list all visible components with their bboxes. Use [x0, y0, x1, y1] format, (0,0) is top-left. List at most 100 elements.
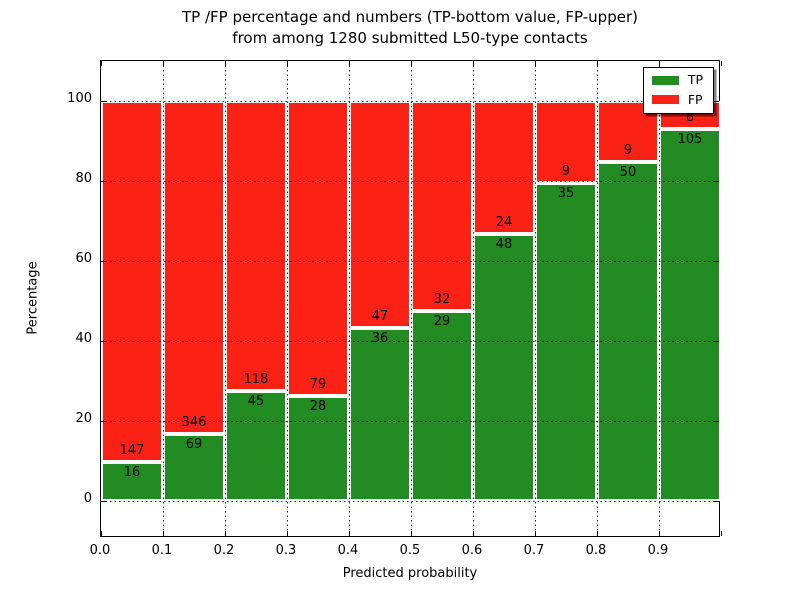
x-tick-mark	[596, 61, 598, 66]
bar-count-label-tp: 48	[495, 237, 513, 253]
x-tick-mark	[534, 61, 536, 66]
bar-count-label-fp: 118	[243, 371, 269, 387]
bar-count-label-fp: 47	[371, 308, 389, 324]
chart-title: TP /FP percentage and numbers (TP-bottom…	[90, 7, 730, 50]
gridline-vertical	[224, 61, 226, 536]
y-tick-mark	[714, 100, 719, 102]
bar-count-label-tp: 16	[123, 464, 141, 480]
bar-count-label-fp: 346	[181, 415, 207, 431]
chart-title-line2: from among 1280 submitted L50-type conta…	[232, 29, 588, 48]
y-tick-mark	[101, 420, 106, 422]
x-tick-label: 0.8	[585, 543, 607, 558]
y-tick-mark	[101, 340, 106, 342]
x-tick-label: 0.4	[337, 543, 359, 558]
x-axis-label: Predicted probability	[342, 566, 478, 581]
bar-count-label-tp: 69	[185, 437, 203, 453]
legend-label-tp: TP	[687, 72, 703, 87]
x-tick-label: 0.6	[461, 543, 483, 558]
x-tick-mark	[162, 61, 164, 66]
x-tick-mark	[348, 61, 350, 66]
chart-title-line1: TP /FP percentage and numbers (TP-bottom…	[182, 8, 638, 26]
bar-count-label-fp: 24	[495, 215, 513, 231]
bar-segment-fp	[473, 101, 535, 235]
bar-count-label-fp: 8	[685, 110, 695, 126]
x-tick-mark	[162, 531, 164, 536]
gridline-horizontal	[101, 181, 719, 182]
y-tick-mark	[714, 340, 719, 342]
y-tick-mark	[101, 100, 106, 102]
bar-segment-tp	[473, 234, 535, 501]
bar-count-label-tp: 50	[619, 165, 637, 181]
x-tick-label: 0.7	[523, 543, 545, 558]
gridline-vertical	[534, 61, 536, 536]
bar-segment-tp	[597, 162, 659, 501]
x-tick-mark	[534, 531, 536, 536]
x-tick-label: 0.0	[89, 543, 111, 558]
gridline-vertical	[286, 61, 288, 536]
gridline-vertical	[348, 61, 350, 536]
x-tick-label: 0.2	[213, 543, 235, 558]
y-tick-label: 40	[75, 331, 92, 346]
x-tick-mark	[410, 531, 412, 536]
y-tick-mark	[101, 500, 106, 502]
x-tick-mark	[472, 531, 474, 536]
bar-count-label-tp: 29	[433, 313, 451, 329]
bar-count-label-fp: 147	[119, 442, 145, 458]
bar-count-label-tp: 105	[677, 132, 703, 148]
bar-count-label-tp: 35	[557, 185, 575, 201]
x-tick-mark	[472, 61, 474, 66]
bar-segment-tp	[225, 390, 287, 501]
y-tick-label: 60	[75, 251, 92, 266]
x-tick-mark	[286, 61, 288, 66]
gridline-horizontal	[101, 341, 719, 342]
legend: TP FP	[642, 67, 714, 114]
bar-segment-tp	[101, 461, 163, 501]
y-tick-mark	[101, 180, 106, 182]
bar-segment-fp	[101, 101, 163, 462]
bar-count-label-fp: 79	[309, 377, 327, 393]
gridline-horizontal	[101, 501, 719, 502]
x-tick-mark	[720, 531, 722, 536]
bar-segment-fp	[287, 101, 349, 397]
legend-swatch-fp-icon	[651, 95, 679, 105]
gridline-horizontal	[101, 261, 719, 262]
gridline-horizontal	[101, 101, 719, 102]
bar-segment-tp	[411, 310, 473, 501]
bar-segment-fp	[225, 101, 287, 391]
gridline-vertical	[658, 61, 660, 536]
bar-count-label-fp: 32	[433, 291, 451, 307]
bar-count-label-tp: 45	[247, 393, 265, 409]
y-tick-label: 20	[75, 411, 92, 426]
x-tick-mark	[224, 531, 226, 536]
bar-count-label-fp: 9	[561, 163, 571, 179]
bar-segment-fp	[163, 101, 225, 435]
gridline-vertical	[472, 61, 474, 536]
plot-area: TP FP 147 16 346 69 118 45 79 28 47 36 32 29 24 48 9 35…	[100, 60, 722, 537]
bar-count-label-fp: 9	[623, 143, 633, 159]
x-tick-label: 0.5	[399, 543, 421, 558]
y-tick-label: 100	[67, 91, 92, 106]
y-axis-label: Percentage	[25, 261, 41, 335]
x-tick-mark	[410, 61, 412, 66]
x-tick-mark	[658, 531, 660, 536]
x-tick-mark	[286, 531, 288, 536]
y-tick-mark	[714, 420, 719, 422]
legend-swatch-tp-icon	[651, 75, 679, 85]
x-tick-mark	[348, 531, 350, 536]
y-tick-mark	[714, 180, 719, 182]
x-tick-mark	[596, 531, 598, 536]
bar-segment-tp	[659, 129, 721, 501]
x-tick-mark	[100, 61, 102, 66]
legend-item-fp: FP	[651, 91, 703, 107]
gridline-horizontal	[101, 421, 719, 422]
legend-label-fp: FP	[687, 91, 703, 107]
x-tick-mark	[720, 61, 722, 66]
bar-segment-tp	[287, 396, 349, 501]
gridline-vertical	[162, 61, 164, 536]
gridline-vertical	[410, 61, 412, 536]
gridline-vertical	[596, 61, 598, 536]
y-tick-mark	[714, 500, 719, 502]
y-tick-label: 0	[83, 491, 92, 506]
bar-segment-tp	[163, 434, 225, 501]
